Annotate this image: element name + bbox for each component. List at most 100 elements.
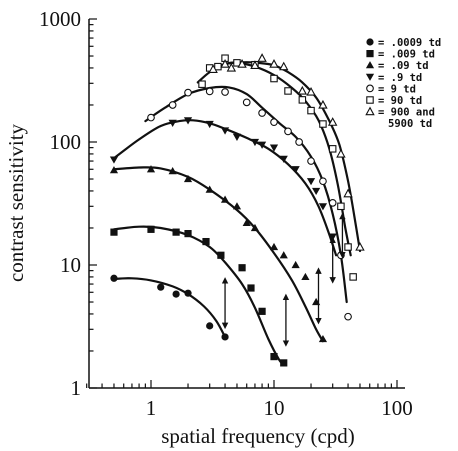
data-point	[295, 138, 303, 146]
data-point	[208, 64, 218, 73]
data-point	[291, 166, 300, 174]
data-point	[184, 230, 192, 238]
legend-marker	[366, 84, 374, 93]
data-point	[250, 138, 260, 147]
data-point	[198, 80, 206, 88]
data-point	[328, 199, 337, 207]
data-point	[269, 59, 279, 68]
fit-curve-3	[112, 166, 324, 343]
data-point	[270, 74, 278, 83]
data-point	[237, 59, 247, 68]
data-point	[257, 53, 267, 62]
data-point	[147, 113, 155, 122]
fit-curve-1	[112, 277, 227, 339]
data-point	[284, 127, 292, 136]
data-point	[205, 185, 214, 193]
data-point	[301, 272, 310, 281]
legend-marker	[365, 61, 375, 69]
data-point	[291, 260, 300, 269]
legend-label: = .09 td	[378, 60, 429, 72]
legend-label: = 9 td	[378, 83, 416, 95]
data-point	[349, 273, 357, 281]
legend-label: = 90 td	[378, 95, 422, 107]
data-point	[168, 119, 177, 127]
data-point	[183, 174, 193, 183]
data-points	[109, 53, 365, 367]
data-point	[270, 118, 278, 127]
legend-label: = .0009 td	[378, 37, 441, 49]
data-point	[336, 148, 346, 158]
data-point	[344, 243, 352, 251]
data-point	[220, 59, 230, 68]
data-point	[307, 157, 315, 165]
data-point	[238, 264, 246, 272]
data-point	[214, 62, 222, 71]
data-point	[269, 242, 279, 251]
data-point	[168, 101, 177, 109]
y-tick-label: 1000	[39, 7, 81, 31]
data-point	[110, 274, 118, 282]
axes	[88, 19, 405, 389]
fit-curve-5	[144, 85, 348, 304]
legend-label: = .009 td	[378, 49, 435, 61]
legend-marker	[366, 96, 374, 104]
y-tick-label: 1	[71, 376, 82, 400]
data-point	[306, 178, 316, 186]
data-point	[250, 60, 260, 69]
data-point	[146, 165, 156, 173]
data-point	[172, 290, 180, 298]
data-point	[318, 334, 328, 343]
y-axis-title: contrast sensitivity	[4, 123, 28, 282]
legend-label: 5900 td	[388, 118, 432, 130]
data-point	[232, 133, 242, 142]
legend-label: = 900 and	[378, 107, 435, 119]
data-point	[226, 62, 237, 72]
data-point	[109, 166, 119, 174]
data-point	[109, 156, 119, 164]
axis-ticks	[86, 18, 398, 389]
data-point	[258, 109, 266, 117]
data-point	[242, 98, 251, 107]
data-point	[297, 85, 308, 95]
data-point	[232, 202, 242, 210]
data-point	[319, 120, 327, 128]
legend-label: = .9 td	[378, 72, 422, 84]
data-point	[205, 120, 214, 129]
data-point	[307, 106, 315, 115]
data-point	[337, 202, 345, 211]
arrow-annotations	[221, 212, 346, 347]
legend-marker	[366, 38, 374, 46]
data-point	[157, 283, 165, 291]
data-point	[312, 187, 321, 196]
data-point	[284, 87, 292, 95]
data-point	[250, 223, 260, 232]
legend-marker	[365, 106, 375, 116]
data-point	[279, 61, 289, 71]
data-point	[202, 237, 210, 246]
data-point	[220, 127, 230, 135]
x-tick-label: 10	[264, 396, 285, 420]
data-point	[147, 225, 155, 233]
x-axis-title: spatial frequency (cpd)	[161, 424, 355, 448]
data-point	[279, 155, 288, 163]
data-point	[269, 144, 279, 152]
y-tick-label: 10	[60, 253, 81, 277]
data-point	[217, 251, 225, 259]
data-point	[221, 88, 229, 96]
legend: = .0009 td= .009 td= .09 td= .9 td= 9 td…	[365, 37, 441, 130]
data-point	[319, 177, 327, 186]
y-tick-label: 100	[50, 130, 82, 154]
data-point	[172, 228, 180, 236]
data-point	[344, 312, 352, 321]
data-point	[247, 284, 255, 292]
data-point	[318, 203, 328, 211]
data-point	[355, 241, 365, 251]
legend-marker	[365, 73, 375, 81]
data-point	[221, 333, 229, 341]
axis-tick-labels: 1 10 100 1000 1 10 100	[39, 7, 413, 420]
x-tick-label: 1	[146, 396, 157, 420]
data-point	[168, 166, 177, 175]
legend-marker	[366, 50, 374, 58]
data-point	[298, 96, 307, 104]
